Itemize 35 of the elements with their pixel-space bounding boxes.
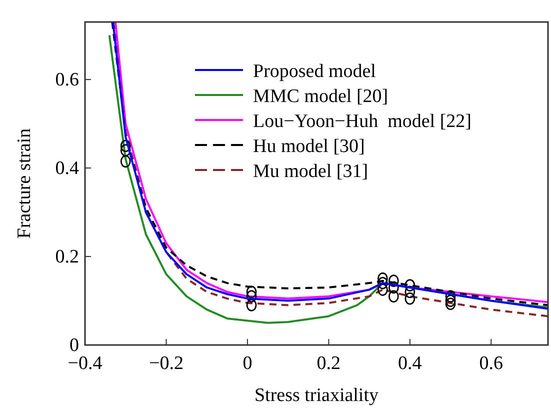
y-tick-label: 0.6 <box>55 70 79 91</box>
y-tick-label: 0.4 <box>55 158 80 180</box>
point <box>445 290 456 303</box>
point <box>445 294 456 307</box>
x-tick-label: 0 <box>242 353 252 374</box>
x-axis-title: Stress triaxiality <box>254 385 379 406</box>
point <box>120 140 131 152</box>
x-tick-label: 0.2 <box>316 353 341 374</box>
x-tick-label: 0.6 <box>479 353 504 374</box>
point <box>404 292 416 305</box>
point <box>120 144 131 157</box>
legend-label: Proposed model <box>253 61 376 82</box>
y-axis-title: Fracture strain <box>14 128 35 239</box>
point <box>246 298 257 312</box>
point <box>378 276 388 290</box>
point <box>445 298 456 310</box>
x-tick-label: 0.4 <box>398 353 422 374</box>
point <box>388 274 399 288</box>
point <box>404 279 416 292</box>
point <box>120 155 131 168</box>
y-tick-label: 0 <box>70 335 79 356</box>
point <box>404 286 416 298</box>
point <box>246 286 257 298</box>
point <box>388 290 399 303</box>
legend-label: Lou−Yoon−Huh model [22] <box>253 111 472 132</box>
legend-label: MMC model [20] <box>253 86 388 107</box>
point <box>246 290 257 303</box>
point <box>378 272 388 285</box>
x-tick-label: −0.2 <box>148 353 184 374</box>
x-tick-label: −0.4 <box>68 353 103 374</box>
legend-label: Mu model [31] <box>253 161 368 182</box>
y-tick-label: 0.2 <box>55 246 79 268</box>
point <box>388 281 399 294</box>
point <box>378 283 388 296</box>
legend-label: Hu model [30] <box>253 136 365 157</box>
